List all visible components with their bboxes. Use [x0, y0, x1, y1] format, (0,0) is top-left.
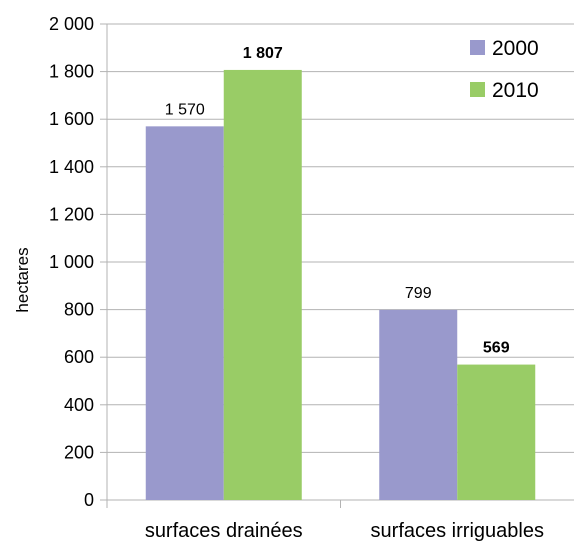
y-tick-label: 2 000 — [49, 14, 94, 34]
bar-2000 — [379, 309, 458, 500]
bar-value-label: 799 — [405, 285, 432, 302]
x-category-label: surfaces irriguables — [371, 520, 544, 542]
y-tick-label: 1 600 — [49, 109, 94, 129]
y-tick-label: 0 — [84, 490, 94, 510]
legend-swatch — [470, 40, 485, 55]
legend: 2000 2010 — [470, 37, 539, 102]
bar-value-label: 1 807 — [243, 45, 283, 62]
y-tick-label: 1 400 — [49, 157, 94, 177]
y-tick-label: 800 — [64, 300, 94, 320]
x-category-labels: surfaces drainées surfaces irriguables — [145, 520, 544, 542]
bar-2010 — [457, 364, 536, 500]
x-category-label: surfaces drainées — [145, 520, 303, 542]
bar-value-label: 1 570 — [165, 101, 205, 118]
y-tick-label: 400 — [64, 395, 94, 415]
bars — [145, 69, 536, 501]
bar-2000 — [145, 126, 224, 500]
legend-label: 2000 — [492, 37, 539, 60]
y-tick-label: 200 — [64, 442, 94, 462]
legend-swatch — [470, 82, 485, 97]
y-tick-labels: 0 200 400 600 800 1 000 1 200 1 400 1 600 1 800 2 … — [49, 14, 94, 510]
bar-2010 — [223, 69, 302, 501]
bar-value-label: 569 — [483, 340, 510, 357]
axes — [106, 24, 341, 508]
y-axis-title: hectares — [13, 247, 32, 312]
bar-value-labels: 1 570 1 807 799 569 — [165, 45, 510, 357]
y-tick-label: 600 — [64, 347, 94, 367]
y-tick-label: 1 200 — [49, 204, 94, 224]
y-tick-label: 1 800 — [49, 62, 94, 82]
y-tick-label: 1 000 — [49, 252, 94, 272]
legend-label: 2010 — [492, 79, 539, 102]
